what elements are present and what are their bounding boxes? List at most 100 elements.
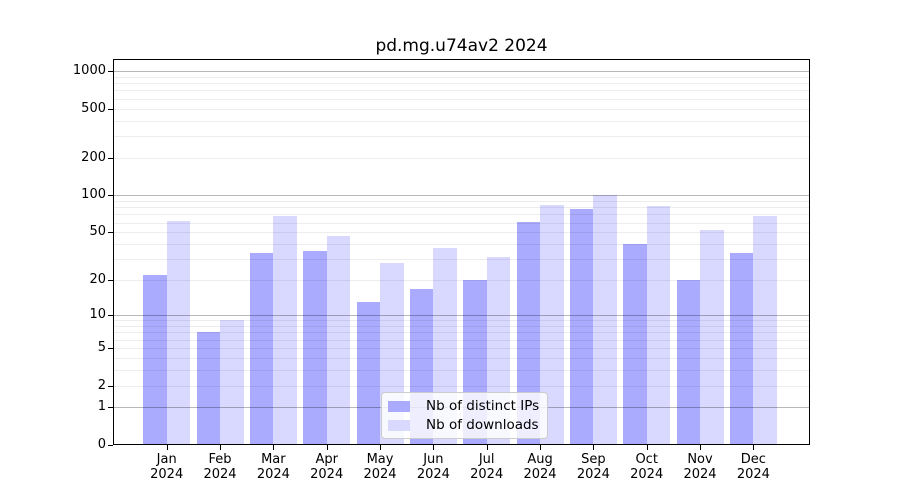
x-axis-tick bbox=[486, 445, 488, 450]
y-axis-tick bbox=[108, 232, 113, 234]
gridline-minor bbox=[113, 98, 810, 100]
y-axis-tick bbox=[108, 385, 113, 387]
gridline-major bbox=[113, 71, 810, 73]
y-axis-tick bbox=[108, 71, 113, 73]
gridline-minor bbox=[113, 76, 810, 78]
gridline-minor bbox=[113, 348, 810, 350]
x-tick-month: Aug bbox=[527, 452, 553, 467]
x-tick-month: Dec bbox=[740, 452, 766, 467]
x-tick-year: 2024 bbox=[523, 467, 557, 482]
bar-downloads-aug bbox=[540, 204, 564, 445]
x-tick-year: 2024 bbox=[416, 467, 450, 482]
y-tick-label: 100 bbox=[81, 187, 106, 203]
gridline-minor bbox=[113, 320, 810, 322]
y-tick-label: 500 bbox=[81, 100, 106, 116]
gridline-major bbox=[113, 315, 810, 317]
x-tick-year: 2024 bbox=[736, 467, 770, 482]
y-tick-label: 10 bbox=[89, 307, 106, 323]
plot-area: Nb of distinct IPs Nb of downloads bbox=[113, 59, 810, 445]
x-axis-tick bbox=[433, 445, 435, 450]
x-axis-tick bbox=[326, 445, 328, 450]
bar-downloads-sep bbox=[593, 195, 617, 445]
bar-downloads-feb bbox=[220, 320, 244, 445]
gridline-minor bbox=[113, 207, 810, 209]
legend-item-distinct-ips: Nb of distinct IPs bbox=[388, 398, 539, 414]
y-axis-tick bbox=[108, 407, 113, 409]
y-axis-tick bbox=[108, 280, 113, 282]
legend-item-downloads: Nb of downloads bbox=[388, 417, 539, 433]
x-tick-month: Nov bbox=[687, 452, 713, 467]
x-tick-month: Feb bbox=[208, 452, 232, 467]
bar-downloads-apr bbox=[326, 235, 351, 445]
y-axis-tick bbox=[108, 158, 113, 160]
bar-distinct-ips-nov bbox=[676, 280, 701, 445]
bar-distinct-ips-sep bbox=[569, 209, 594, 445]
x-tick-year: 2024 bbox=[363, 467, 397, 482]
bar-distinct-ips-feb bbox=[196, 332, 221, 445]
x-tick-label: Dec 2024 bbox=[726, 452, 780, 482]
gridline-minor bbox=[113, 357, 810, 359]
x-tick-label: Mar 2024 bbox=[246, 452, 300, 482]
x-tick-month: Mar bbox=[261, 452, 286, 467]
y-axis-tick bbox=[108, 108, 113, 110]
gridline-minor bbox=[113, 200, 810, 202]
gridline-minor bbox=[113, 244, 810, 246]
gridline-minor bbox=[113, 136, 810, 138]
bar-downloads-mar bbox=[273, 215, 297, 445]
y-tick-label: 2 bbox=[97, 377, 106, 393]
x-axis-tick bbox=[700, 445, 702, 450]
y-tick-label: 1 bbox=[97, 399, 106, 415]
y-axis-tick bbox=[108, 315, 113, 317]
x-tick-month: May bbox=[366, 452, 394, 467]
y-tick-label: 0 bbox=[97, 437, 106, 452]
bar-distinct-ips-dec bbox=[729, 252, 754, 445]
x-tick-year: 2024 bbox=[470, 467, 504, 482]
bar-distinct-ips-mar bbox=[249, 252, 274, 445]
x-axis-tick bbox=[220, 445, 222, 450]
y-axis-tick bbox=[108, 348, 113, 350]
y-tick-label: 50 bbox=[89, 224, 106, 240]
gridline-major bbox=[113, 195, 810, 197]
bar-downloads-dec bbox=[753, 215, 777, 445]
legend: Nb of distinct IPs Nb of downloads bbox=[381, 392, 549, 439]
x-tick-label: Jul 2024 bbox=[460, 452, 514, 482]
bar-downloads-oct bbox=[646, 205, 671, 445]
gridline-minor bbox=[113, 120, 810, 122]
y-axis-tick bbox=[108, 195, 113, 197]
bar-distinct-ips-aug bbox=[516, 221, 541, 445]
x-tick-label: Jun 2024 bbox=[406, 452, 460, 482]
gridline-minor bbox=[113, 158, 810, 160]
x-tick-label: Feb 2024 bbox=[193, 452, 247, 482]
gridline-minor bbox=[113, 332, 810, 334]
x-tick-month: Oct bbox=[635, 452, 658, 467]
gridline-minor bbox=[113, 214, 810, 216]
x-axis-tick bbox=[753, 445, 755, 450]
y-axis-tick bbox=[108, 445, 113, 446]
bar-downloads-jan bbox=[166, 220, 191, 445]
x-axis-tick bbox=[593, 445, 595, 450]
bar-distinct-ips-apr bbox=[303, 251, 327, 445]
gridline-minor bbox=[113, 259, 810, 261]
x-axis-tick bbox=[273, 445, 275, 450]
legend-swatch-distinct-ips bbox=[388, 400, 410, 412]
x-tick-year: 2024 bbox=[256, 467, 290, 482]
gridline-minor bbox=[113, 280, 810, 282]
gridline-minor bbox=[113, 232, 810, 234]
x-tick-label: Sep 2024 bbox=[566, 452, 620, 482]
x-tick-year: 2024 bbox=[203, 467, 237, 482]
legend-label-downloads: Nb of downloads bbox=[426, 417, 539, 433]
x-tick-label: Nov 2024 bbox=[673, 452, 727, 482]
x-tick-year: 2024 bbox=[630, 467, 664, 482]
x-tick-label: Aug 2024 bbox=[513, 452, 567, 482]
chart-title: pd.mg.u74av2 2024 bbox=[375, 36, 548, 56]
gridline-minor bbox=[113, 222, 810, 224]
x-tick-year: 2024 bbox=[683, 467, 717, 482]
x-tick-label: Apr 2024 bbox=[300, 452, 354, 482]
x-tick-month: Apr bbox=[315, 452, 338, 467]
x-tick-month: Jul bbox=[478, 452, 495, 467]
x-tick-month: Jan bbox=[156, 452, 177, 467]
x-axis-tick bbox=[646, 445, 648, 450]
bar-downloads-nov bbox=[700, 230, 724, 445]
gridline-minor bbox=[113, 385, 810, 387]
